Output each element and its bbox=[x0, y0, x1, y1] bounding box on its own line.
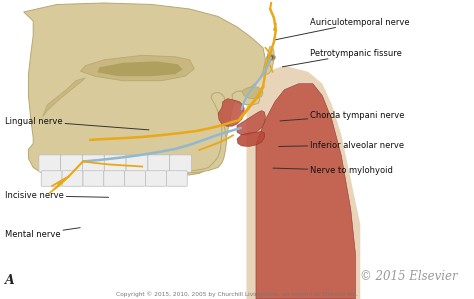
Text: Lingual nerve: Lingual nerve bbox=[5, 117, 149, 130]
Polygon shape bbox=[242, 87, 263, 99]
FancyBboxPatch shape bbox=[61, 155, 82, 172]
Text: Mental nerve: Mental nerve bbox=[5, 228, 80, 239]
FancyBboxPatch shape bbox=[39, 155, 61, 172]
FancyBboxPatch shape bbox=[104, 171, 125, 186]
Polygon shape bbox=[95, 93, 227, 173]
Polygon shape bbox=[237, 132, 264, 147]
Polygon shape bbox=[81, 55, 194, 81]
FancyBboxPatch shape bbox=[170, 155, 191, 172]
FancyBboxPatch shape bbox=[82, 155, 104, 172]
Text: Auriculotemporal nerve: Auriculotemporal nerve bbox=[275, 18, 410, 40]
Polygon shape bbox=[237, 111, 265, 135]
FancyBboxPatch shape bbox=[146, 171, 166, 186]
FancyBboxPatch shape bbox=[148, 155, 170, 172]
Ellipse shape bbox=[267, 54, 275, 61]
Text: Incisive nerve: Incisive nerve bbox=[5, 191, 109, 200]
FancyBboxPatch shape bbox=[62, 171, 83, 186]
Text: A: A bbox=[5, 274, 15, 287]
Polygon shape bbox=[232, 91, 260, 105]
FancyBboxPatch shape bbox=[125, 171, 146, 186]
Polygon shape bbox=[43, 78, 85, 117]
Polygon shape bbox=[24, 3, 265, 176]
Text: Chorda tympani nerve: Chorda tympani nerve bbox=[280, 111, 405, 121]
Text: © 2015 Elsevier: © 2015 Elsevier bbox=[360, 270, 458, 283]
FancyBboxPatch shape bbox=[104, 155, 126, 172]
FancyBboxPatch shape bbox=[126, 155, 148, 172]
Text: Petrotympanic fissure: Petrotympanic fissure bbox=[283, 49, 402, 67]
Polygon shape bbox=[97, 61, 182, 76]
Text: Inferior alveolar nerve: Inferior alveolar nerve bbox=[279, 141, 405, 150]
Ellipse shape bbox=[269, 56, 273, 59]
Polygon shape bbox=[218, 99, 244, 126]
Polygon shape bbox=[256, 84, 356, 299]
Polygon shape bbox=[263, 46, 274, 75]
Polygon shape bbox=[246, 66, 360, 299]
Text: Nerve to mylohyoid: Nerve to mylohyoid bbox=[273, 166, 393, 175]
FancyBboxPatch shape bbox=[166, 171, 187, 186]
FancyBboxPatch shape bbox=[41, 171, 62, 186]
FancyBboxPatch shape bbox=[83, 171, 104, 186]
Text: Copyright © 2015, 2010, 2005 by Churchill Livingstone, an imprint of Elsevier In: Copyright © 2015, 2010, 2005 by Churchil… bbox=[116, 291, 358, 297]
